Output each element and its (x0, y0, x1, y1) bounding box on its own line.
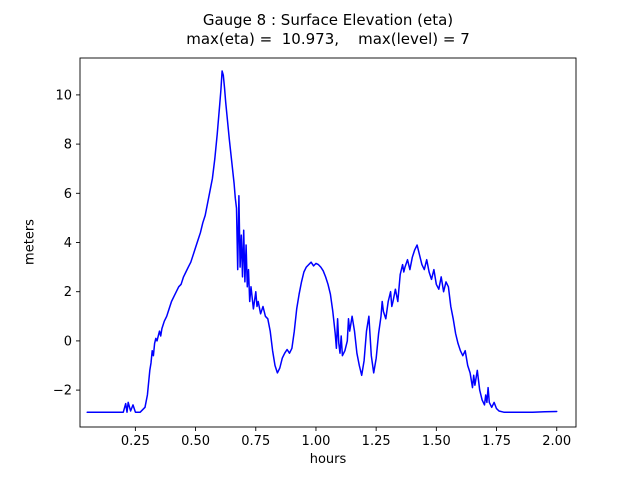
y-tick-label: 0 (64, 334, 72, 349)
y-tick-label: 4 (64, 236, 72, 251)
x-tick-label: 1.25 (362, 434, 391, 449)
x-tick-label: 0.25 (121, 434, 150, 449)
x-tick-label: 0.75 (241, 434, 270, 449)
y-tick-label: 10 (55, 88, 72, 103)
x-tick-label: 1.75 (482, 434, 511, 449)
eta-series-line (86, 70, 558, 413)
axes-frame (79, 57, 577, 428)
y-tick-label: 6 (64, 187, 72, 202)
chart-title: Gauge 8 : Surface Elevation (eta) (202, 11, 454, 29)
x-tick-label: 2.00 (542, 434, 571, 449)
y-tick-label: 8 (64, 138, 72, 153)
x-axis-label: hours (309, 452, 347, 467)
chart-subtitle: max(eta) = 10.973, max(level) = 7 (186, 30, 470, 48)
chart-title-block: Gauge 8 : Surface Elevation (eta) max(et… (80, 11, 576, 49)
y-axis-label: meters (22, 219, 38, 265)
y-tick-label: 2 (64, 285, 72, 300)
x-tick-label: 1.00 (301, 434, 330, 449)
x-tick-label: 0.50 (181, 434, 210, 449)
y-tick-label: −2 (53, 384, 72, 399)
x-tick-label: 1.50 (422, 434, 451, 449)
